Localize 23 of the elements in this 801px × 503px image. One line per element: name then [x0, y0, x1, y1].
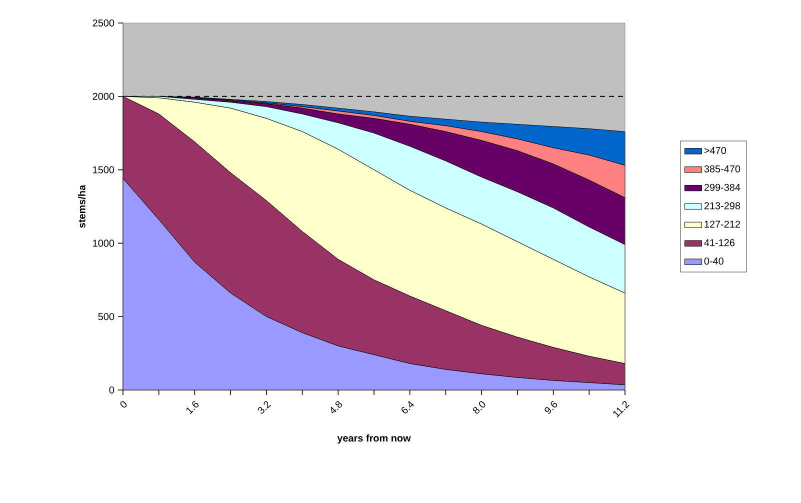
- y-tick-label: 1500: [93, 166, 114, 174]
- legend-label: 299-384: [704, 184, 740, 191]
- legend-label: 385-470: [704, 165, 740, 172]
- y-axis-title: stems/ha: [78, 184, 86, 228]
- y-tick-label: 2000: [92, 92, 114, 100]
- x-axis-title: years from now: [337, 434, 411, 444]
- legend-label: >470: [704, 146, 726, 154]
- y-tick-label: 500: [98, 313, 114, 320]
- legend-label: 213-298: [704, 202, 740, 210]
- x-tick-label: 11.2: [613, 401, 630, 418]
- x-tick-label: 9.6: [544, 401, 558, 414]
- x-tick-label: 8.0: [472, 401, 486, 414]
- y-tick-label: 2500: [92, 19, 114, 27]
- x-tick-label: 0: [120, 401, 127, 408]
- y-tick-label: 1000: [93, 240, 114, 247]
- x-tick-label: 6.4: [402, 400, 414, 414]
- x-tick-label: 3.2: [258, 401, 271, 414]
- x-tick-label: 1.6: [186, 401, 199, 414]
- legend-label: 0-40: [704, 258, 724, 265]
- x-tick-label: 4.8: [330, 401, 342, 414]
- legend-label: 41-126: [704, 239, 735, 246]
- legend-label: 127-212: [704, 220, 740, 228]
- y-tick-label: 0: [109, 386, 114, 394]
